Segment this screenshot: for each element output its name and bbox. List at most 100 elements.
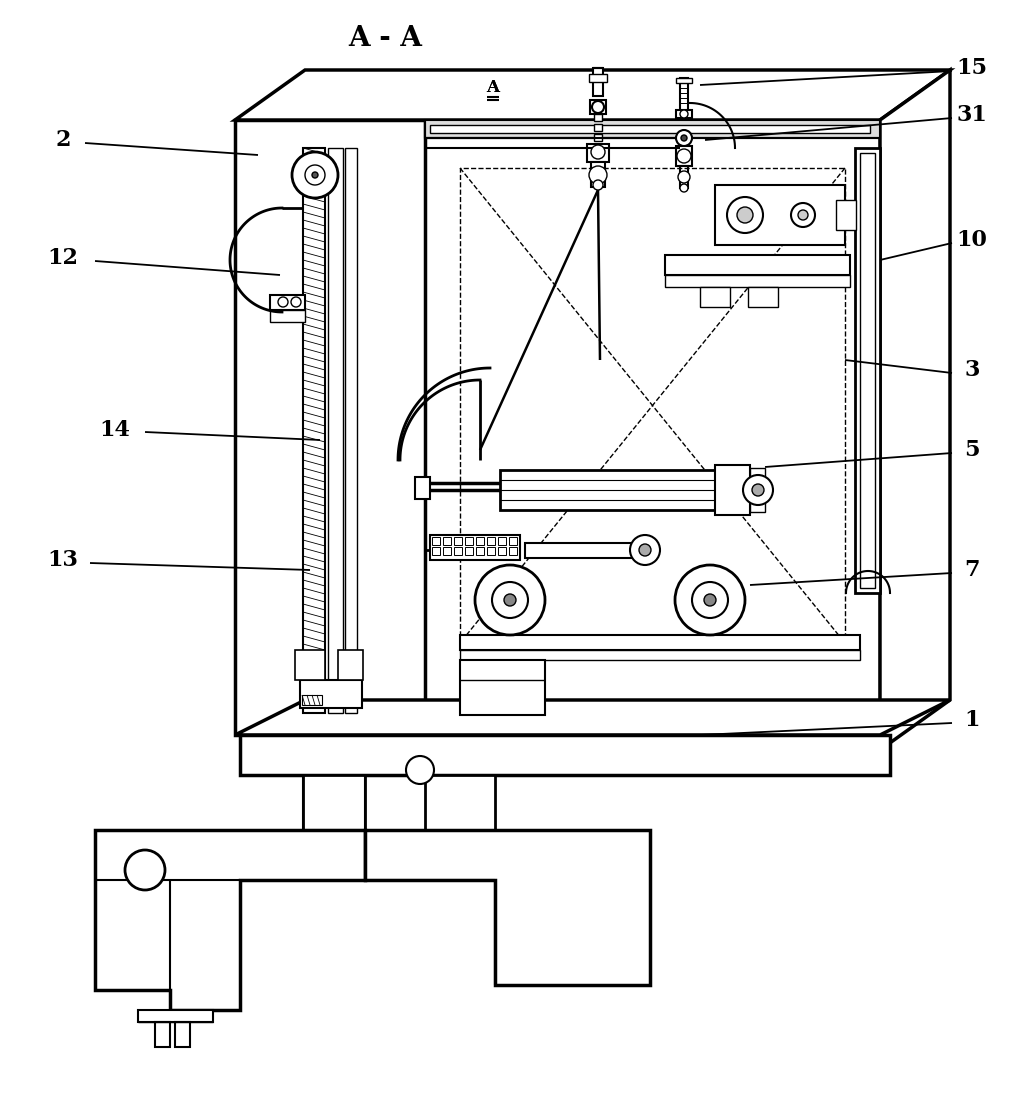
Polygon shape: [95, 830, 365, 1010]
Circle shape: [681, 135, 687, 140]
Text: A: A: [487, 79, 499, 97]
Bar: [700, 287, 730, 307]
Bar: [509, 537, 517, 545]
Bar: [338, 650, 363, 680]
Polygon shape: [365, 830, 650, 985]
Bar: [498, 537, 506, 545]
Circle shape: [743, 475, 773, 505]
Bar: [665, 255, 850, 275]
Text: 2: 2: [55, 129, 70, 151]
Circle shape: [630, 535, 660, 565]
Bar: [855, 148, 880, 593]
Bar: [415, 477, 430, 500]
Bar: [594, 134, 602, 140]
Bar: [425, 775, 495, 880]
Bar: [460, 650, 860, 660]
Bar: [748, 287, 778, 307]
Bar: [425, 120, 880, 138]
Circle shape: [791, 203, 815, 227]
Bar: [430, 535, 520, 560]
Circle shape: [727, 197, 763, 233]
Bar: [345, 148, 357, 712]
Bar: [676, 110, 692, 118]
Bar: [430, 125, 870, 133]
Circle shape: [475, 565, 545, 636]
Bar: [594, 124, 602, 130]
Bar: [155, 1022, 170, 1047]
Bar: [138, 1010, 213, 1022]
Bar: [328, 148, 343, 712]
Bar: [240, 735, 890, 775]
Bar: [676, 78, 692, 83]
Circle shape: [594, 180, 603, 190]
Circle shape: [678, 171, 690, 183]
Bar: [460, 636, 860, 650]
Bar: [460, 660, 545, 715]
Bar: [476, 537, 484, 545]
Bar: [676, 146, 692, 166]
Bar: [714, 465, 750, 515]
Bar: [594, 114, 602, 122]
Text: A: A: [487, 79, 499, 97]
Bar: [594, 68, 603, 96]
Bar: [270, 310, 305, 322]
Text: 3: 3: [965, 359, 979, 381]
Text: 1: 1: [965, 709, 980, 731]
Bar: [302, 695, 322, 705]
Bar: [525, 543, 645, 558]
Circle shape: [676, 130, 692, 146]
Bar: [432, 547, 440, 555]
Circle shape: [592, 101, 604, 113]
Circle shape: [675, 565, 746, 636]
Circle shape: [492, 582, 528, 618]
Text: 31: 31: [956, 104, 987, 126]
Circle shape: [125, 850, 165, 890]
Bar: [460, 168, 845, 643]
Circle shape: [680, 110, 688, 118]
Bar: [590, 100, 606, 114]
Bar: [860, 153, 875, 588]
Circle shape: [292, 152, 338, 198]
Bar: [454, 537, 462, 545]
Bar: [295, 650, 325, 680]
Bar: [432, 537, 440, 545]
Bar: [235, 120, 430, 735]
Text: 5: 5: [965, 439, 980, 460]
Bar: [680, 166, 688, 188]
Bar: [300, 680, 362, 708]
Text: 15: 15: [956, 57, 987, 79]
Circle shape: [312, 172, 318, 178]
Text: A - A: A - A: [348, 25, 422, 51]
Bar: [591, 162, 605, 187]
Circle shape: [589, 166, 607, 184]
Bar: [454, 547, 462, 555]
Polygon shape: [235, 70, 950, 120]
Bar: [175, 1022, 190, 1047]
Bar: [587, 144, 609, 162]
Text: 13: 13: [48, 549, 79, 571]
Bar: [303, 148, 325, 712]
Circle shape: [677, 149, 691, 163]
Bar: [589, 74, 607, 83]
Circle shape: [639, 544, 651, 556]
Bar: [487, 537, 495, 545]
Polygon shape: [235, 700, 950, 735]
Bar: [750, 468, 765, 512]
Bar: [465, 547, 473, 555]
Text: 10: 10: [956, 229, 987, 251]
Polygon shape: [880, 70, 950, 750]
Bar: [425, 120, 880, 735]
Circle shape: [291, 297, 301, 307]
Circle shape: [737, 207, 753, 223]
Circle shape: [680, 184, 688, 192]
Bar: [500, 471, 714, 510]
Bar: [714, 185, 845, 245]
Bar: [509, 547, 517, 555]
Text: 12: 12: [48, 248, 79, 269]
Circle shape: [692, 582, 728, 618]
Circle shape: [504, 594, 516, 605]
Text: 14: 14: [99, 419, 130, 442]
Bar: [465, 537, 473, 545]
Bar: [498, 547, 506, 555]
Bar: [443, 547, 451, 555]
